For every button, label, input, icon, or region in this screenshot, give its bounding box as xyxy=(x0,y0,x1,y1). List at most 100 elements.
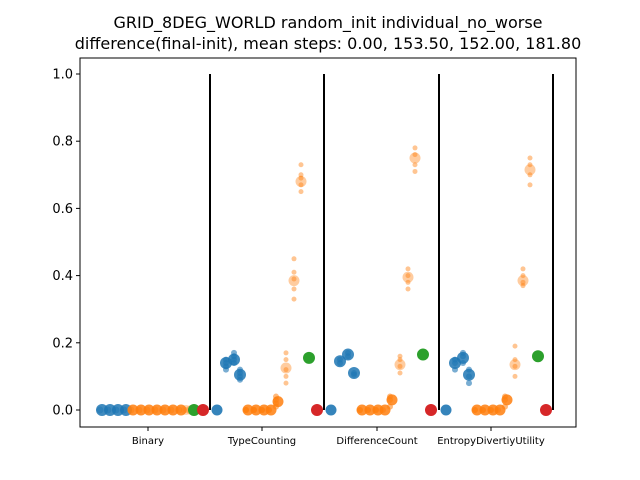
orange-light-point xyxy=(520,273,526,279)
blue-mean-point xyxy=(325,404,337,416)
y-tick-label: 1.0 xyxy=(52,68,73,83)
orange-light-point xyxy=(527,182,533,188)
orange-light-point xyxy=(412,168,418,174)
blue-mean-point xyxy=(228,353,240,366)
orange-light-point xyxy=(405,273,411,279)
y-tick-label: 0.4 xyxy=(52,269,73,284)
orange-light-point xyxy=(397,353,403,359)
orange-light-point xyxy=(298,189,304,195)
orange-mean-point xyxy=(386,394,398,406)
orange-mean-point xyxy=(175,404,187,416)
chart-title-line-1: GRID_8DEG_WORLD random_init individual_n… xyxy=(113,13,542,33)
orange-light-mean-point xyxy=(409,152,421,164)
orange-light-point xyxy=(405,266,411,272)
orange-mean-point xyxy=(356,404,368,416)
group-dividers xyxy=(209,74,554,410)
x-tick-label: EntropyDivertiyUtility xyxy=(437,436,545,447)
orange-light-point xyxy=(527,162,533,168)
orange-mean-point xyxy=(479,404,491,416)
green-point xyxy=(303,351,315,364)
x-axis: Binary TypeCounting DifferenceCount Entropy… xyxy=(132,427,545,447)
orange-light-point xyxy=(397,357,403,363)
chart-title-line-2: difference(final-init), mean steps: 0.00… xyxy=(75,34,582,53)
orange-light-point xyxy=(397,363,403,369)
orange-light-mean-point xyxy=(524,164,536,176)
orange-light-point xyxy=(520,279,526,285)
blue-point xyxy=(466,380,472,387)
green-point xyxy=(188,404,200,416)
x-tick-label: Binary xyxy=(132,436,164,447)
orange-mean-point xyxy=(501,394,513,406)
orange-mean-point xyxy=(127,404,139,416)
green-point xyxy=(417,348,429,361)
orange-light-point xyxy=(291,276,297,282)
orange-light-point xyxy=(512,363,518,369)
orange-light-point xyxy=(283,373,289,379)
y-tick-label: 0.2 xyxy=(52,336,73,351)
y-tick-label: 0.8 xyxy=(52,135,73,150)
orange-light-point xyxy=(412,152,418,158)
orange-light-mean-point xyxy=(181,405,191,415)
orange-light-mean-point xyxy=(288,275,300,287)
orange-light-point xyxy=(527,172,533,178)
blue-mean-point xyxy=(211,404,223,416)
orange-light-mean-point xyxy=(394,359,406,371)
orange-light-point xyxy=(512,343,518,349)
orange-light-mean-point xyxy=(517,275,529,287)
chart-marks xyxy=(96,145,552,416)
orange-light-point xyxy=(283,380,289,386)
y-axis: 0.0 0.2 0.4 0.6 0.8 1.0 xyxy=(52,68,80,419)
orange-light-point xyxy=(512,357,518,363)
orange-light-mean-point xyxy=(402,271,414,283)
blue-mean-point xyxy=(342,348,354,361)
blue-mean-point xyxy=(440,404,452,416)
y-tick-label: 0.6 xyxy=(52,202,73,217)
orange-light-point xyxy=(520,266,526,272)
blue-mean-point xyxy=(334,355,346,368)
orange-light-mean-point xyxy=(280,362,292,374)
orange-light-point xyxy=(298,162,304,168)
orange-mean-point xyxy=(272,396,284,408)
orange-light-point xyxy=(283,367,289,373)
y-tick-label: 0.0 xyxy=(52,404,73,419)
orange-light-point xyxy=(291,296,297,302)
plot-area-frame xyxy=(79,57,577,428)
orange-light-point xyxy=(283,357,289,363)
green-point xyxy=(532,350,544,363)
orange-light-point xyxy=(405,279,411,285)
orange-light-mean-point xyxy=(509,359,521,371)
orange-light-point xyxy=(397,370,403,376)
orange-light-point xyxy=(520,283,526,289)
red-point xyxy=(197,404,209,416)
orange-light-point xyxy=(291,286,297,292)
orange-light-point xyxy=(291,256,297,262)
orange-light-mean-point xyxy=(295,176,307,188)
red-point xyxy=(540,404,552,416)
orange-light-point xyxy=(298,182,304,188)
orange-mean-point xyxy=(364,404,376,416)
orange-mean-point xyxy=(250,404,262,416)
orange-mean-point xyxy=(135,404,147,416)
orange-light-point xyxy=(412,145,418,151)
orange-light-point xyxy=(283,350,289,356)
orange-light-point xyxy=(183,407,189,413)
blue-mean-point xyxy=(463,368,475,381)
orange-light-point xyxy=(298,175,304,181)
orange-mean-point xyxy=(151,404,163,416)
x-tick-label: TypeCounting xyxy=(227,436,296,447)
orange-mean-point xyxy=(471,404,483,416)
orange-mean-point xyxy=(167,404,179,416)
blue-mean-point xyxy=(457,351,469,364)
orange-mean-point xyxy=(159,404,171,416)
blue-mean-point xyxy=(234,368,246,381)
orange-light-point xyxy=(298,172,304,178)
orange-mean-point xyxy=(242,404,254,416)
blue-mean-point xyxy=(348,367,360,380)
orange-light-point xyxy=(512,373,518,379)
orange-light-point xyxy=(291,269,297,275)
red-point xyxy=(425,404,437,416)
x-tick-label: DifferenceCount xyxy=(336,436,417,447)
red-point xyxy=(311,404,323,416)
orange-light-point xyxy=(405,286,411,292)
